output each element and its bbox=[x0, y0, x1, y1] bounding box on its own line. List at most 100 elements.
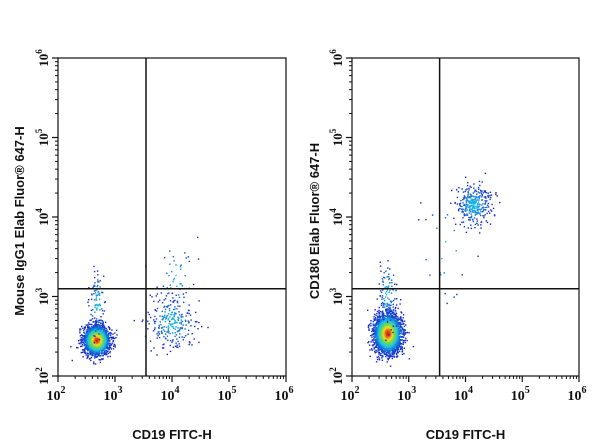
event-dot bbox=[90, 359, 92, 362]
event-dot bbox=[100, 350, 102, 352]
event-dot bbox=[374, 346, 377, 349]
event-dot bbox=[91, 335, 94, 338]
event-dot bbox=[87, 333, 90, 336]
event-dot bbox=[185, 320, 187, 322]
event-dot bbox=[106, 340, 108, 342]
event-dot bbox=[403, 334, 405, 337]
event-dot bbox=[95, 294, 97, 296]
event-dot bbox=[84, 328, 86, 330]
event-dot bbox=[372, 333, 374, 336]
event-dot bbox=[166, 335, 169, 337]
event-dot bbox=[392, 330, 395, 333]
event-dot bbox=[85, 340, 87, 342]
x-tick-base: 10 bbox=[161, 389, 175, 404]
event-dot bbox=[387, 351, 389, 354]
event-dot bbox=[380, 343, 383, 346]
event-dot bbox=[178, 330, 180, 332]
event-dot bbox=[99, 359, 102, 361]
event-dot bbox=[103, 310, 106, 312]
event-dot bbox=[398, 343, 401, 345]
event-dot bbox=[171, 318, 173, 321]
event-dot bbox=[374, 319, 376, 321]
y-tick-exponent: 2 bbox=[34, 367, 44, 372]
event-dot bbox=[94, 337, 97, 339]
event-dot bbox=[101, 352, 103, 354]
event-dot bbox=[169, 344, 171, 347]
event-dot bbox=[91, 351, 93, 353]
event-dot bbox=[87, 356, 89, 358]
event-dot bbox=[188, 341, 191, 343]
event-dot bbox=[370, 320, 372, 322]
event-dot bbox=[401, 336, 404, 338]
event-dot bbox=[97, 347, 100, 349]
event-dot bbox=[89, 328, 91, 330]
event-dot bbox=[99, 303, 101, 305]
event-dot bbox=[177, 330, 179, 333]
event-dot bbox=[395, 316, 397, 318]
event-dot bbox=[387, 335, 390, 337]
event-dot bbox=[103, 326, 105, 328]
event-dot bbox=[156, 333, 158, 335]
event-dot bbox=[393, 345, 396, 348]
event-dot bbox=[103, 345, 105, 348]
event-dot bbox=[393, 347, 396, 349]
event-dot bbox=[165, 316, 168, 318]
event-dot bbox=[381, 359, 384, 361]
event-dot bbox=[164, 337, 167, 339]
event-dot bbox=[375, 349, 377, 351]
event-dot bbox=[90, 338, 92, 340]
event-dot bbox=[95, 347, 97, 349]
event-dot bbox=[157, 301, 160, 303]
event-dot bbox=[163, 343, 165, 345]
x-tick-exponent: 2 bbox=[61, 385, 66, 396]
event-dot bbox=[369, 355, 371, 358]
event-dot bbox=[384, 322, 386, 324]
event-dot bbox=[91, 329, 93, 331]
event-dot bbox=[147, 311, 149, 314]
event-dot bbox=[93, 270, 96, 273]
event-dot bbox=[106, 333, 108, 335]
event-dot bbox=[167, 328, 169, 330]
event-dot bbox=[398, 338, 400, 341]
event-dot bbox=[98, 345, 100, 347]
event-dot bbox=[97, 332, 100, 334]
event-dot bbox=[392, 351, 395, 353]
event-dot bbox=[178, 317, 180, 319]
event-dot bbox=[388, 354, 390, 356]
event-dot bbox=[83, 336, 86, 339]
event-dot bbox=[181, 313, 183, 316]
event-dot bbox=[163, 326, 166, 328]
event-dot bbox=[379, 323, 381, 326]
event-dot bbox=[382, 348, 384, 350]
event-dot bbox=[395, 348, 397, 351]
event-dot bbox=[164, 305, 166, 308]
event-dot bbox=[93, 332, 95, 335]
event-dot bbox=[184, 252, 186, 254]
event-dot bbox=[173, 308, 175, 311]
event-dot bbox=[180, 264, 182, 266]
event-dot bbox=[96, 326, 98, 328]
event-dot bbox=[100, 328, 102, 330]
event-dot bbox=[101, 351, 103, 353]
event-dot bbox=[375, 346, 378, 348]
event-dot bbox=[376, 358, 379, 361]
y-tick-exponent: 5 bbox=[34, 128, 44, 133]
event-dot bbox=[387, 357, 389, 360]
event-dot bbox=[373, 333, 375, 335]
event-dot bbox=[97, 328, 99, 330]
event-dot bbox=[155, 295, 157, 297]
event-dot bbox=[97, 347, 99, 350]
event-dot bbox=[93, 335, 95, 337]
event-dot bbox=[95, 297, 97, 299]
event-dot bbox=[388, 346, 391, 348]
event-dot bbox=[390, 317, 392, 320]
event-dot bbox=[198, 300, 200, 302]
event-dot bbox=[105, 330, 107, 332]
event-dot bbox=[102, 313, 104, 315]
event-dot bbox=[172, 339, 174, 341]
event-dot bbox=[406, 331, 408, 334]
event-dot bbox=[92, 321, 94, 323]
event-dot bbox=[167, 329, 169, 332]
event-dot bbox=[87, 352, 90, 355]
